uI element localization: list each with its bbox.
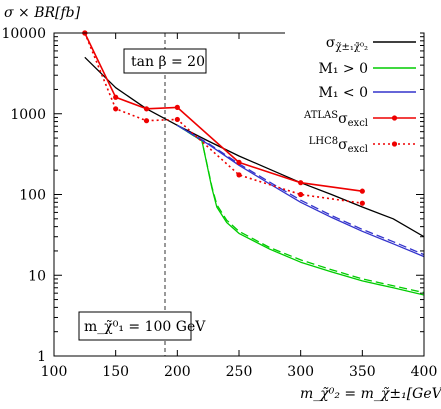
legend-label: M₁ < 0	[319, 85, 369, 101]
series-line	[176, 124, 424, 294]
marker-layer	[82, 30, 365, 206]
data-point	[143, 118, 150, 124]
svg-text:m_χ̃⁰₁ = 100 GeV: m_χ̃⁰₁ = 100 GeV	[84, 319, 206, 335]
legend-label: ATLASσexcl	[303, 110, 368, 129]
y-tick-label: 10	[28, 268, 46, 284]
series-line	[176, 124, 424, 258]
x-tick-label: 300	[287, 364, 314, 380]
data-point	[236, 159, 242, 165]
x-tick-label: 400	[411, 364, 438, 380]
data-point	[359, 188, 365, 194]
x-tick-label: 100	[41, 364, 68, 380]
y-axis-title: σ × BR[fb]	[4, 5, 81, 21]
y-tick-label: 1000	[10, 107, 46, 123]
data-point	[113, 94, 119, 100]
data-point	[359, 200, 365, 206]
x-tick-label: 200	[164, 364, 191, 380]
data-point	[174, 104, 180, 110]
x-tick-label: 350	[349, 364, 376, 380]
y-tick-label: 1	[37, 349, 46, 365]
x-tick-label: 150	[102, 364, 129, 380]
data-point	[113, 106, 119, 112]
data-point	[174, 116, 180, 123]
series-line	[84, 56, 424, 238]
legend-label: M₁ > 0	[319, 61, 369, 77]
legend-marker	[391, 141, 398, 147]
legend-label: LHC8σexcl	[309, 136, 368, 155]
series-line	[176, 124, 424, 256]
neutralino-mass-annotation: m_χ̃⁰₁ = 100 GeV	[78, 311, 206, 341]
y-tick-labels: 1 10 100 1000 10000	[1, 26, 46, 365]
x-tick-labels: 100 150 200 250 300 350 400	[41, 364, 438, 380]
y-tick-label: 10000	[1, 26, 46, 42]
x-axis-title: m_χ̃⁰₂ = m_χ̃±₁[GeV]	[300, 386, 441, 402]
series-line	[176, 124, 424, 296]
legend-label: σχ̃±₁χ̃⁰₂	[326, 35, 368, 53]
data-point	[143, 106, 150, 112]
y-tick-label: 100	[19, 188, 46, 204]
tan-beta-annotation: tan β = 20	[123, 48, 207, 74]
data-point	[298, 191, 304, 198]
legend: σχ̃±₁χ̃⁰₂ M₁ > 0 M₁ < 0 ATLASσexcl LHC8σexcl	[285, 30, 420, 155]
plot-frame	[53, 32, 425, 357]
legend-marker	[391, 115, 398, 121]
data-point	[236, 172, 242, 178]
svg-text:tan β = 20: tan β = 20	[131, 54, 205, 70]
x-tick-label: 250	[226, 364, 253, 380]
data-point	[298, 180, 304, 186]
